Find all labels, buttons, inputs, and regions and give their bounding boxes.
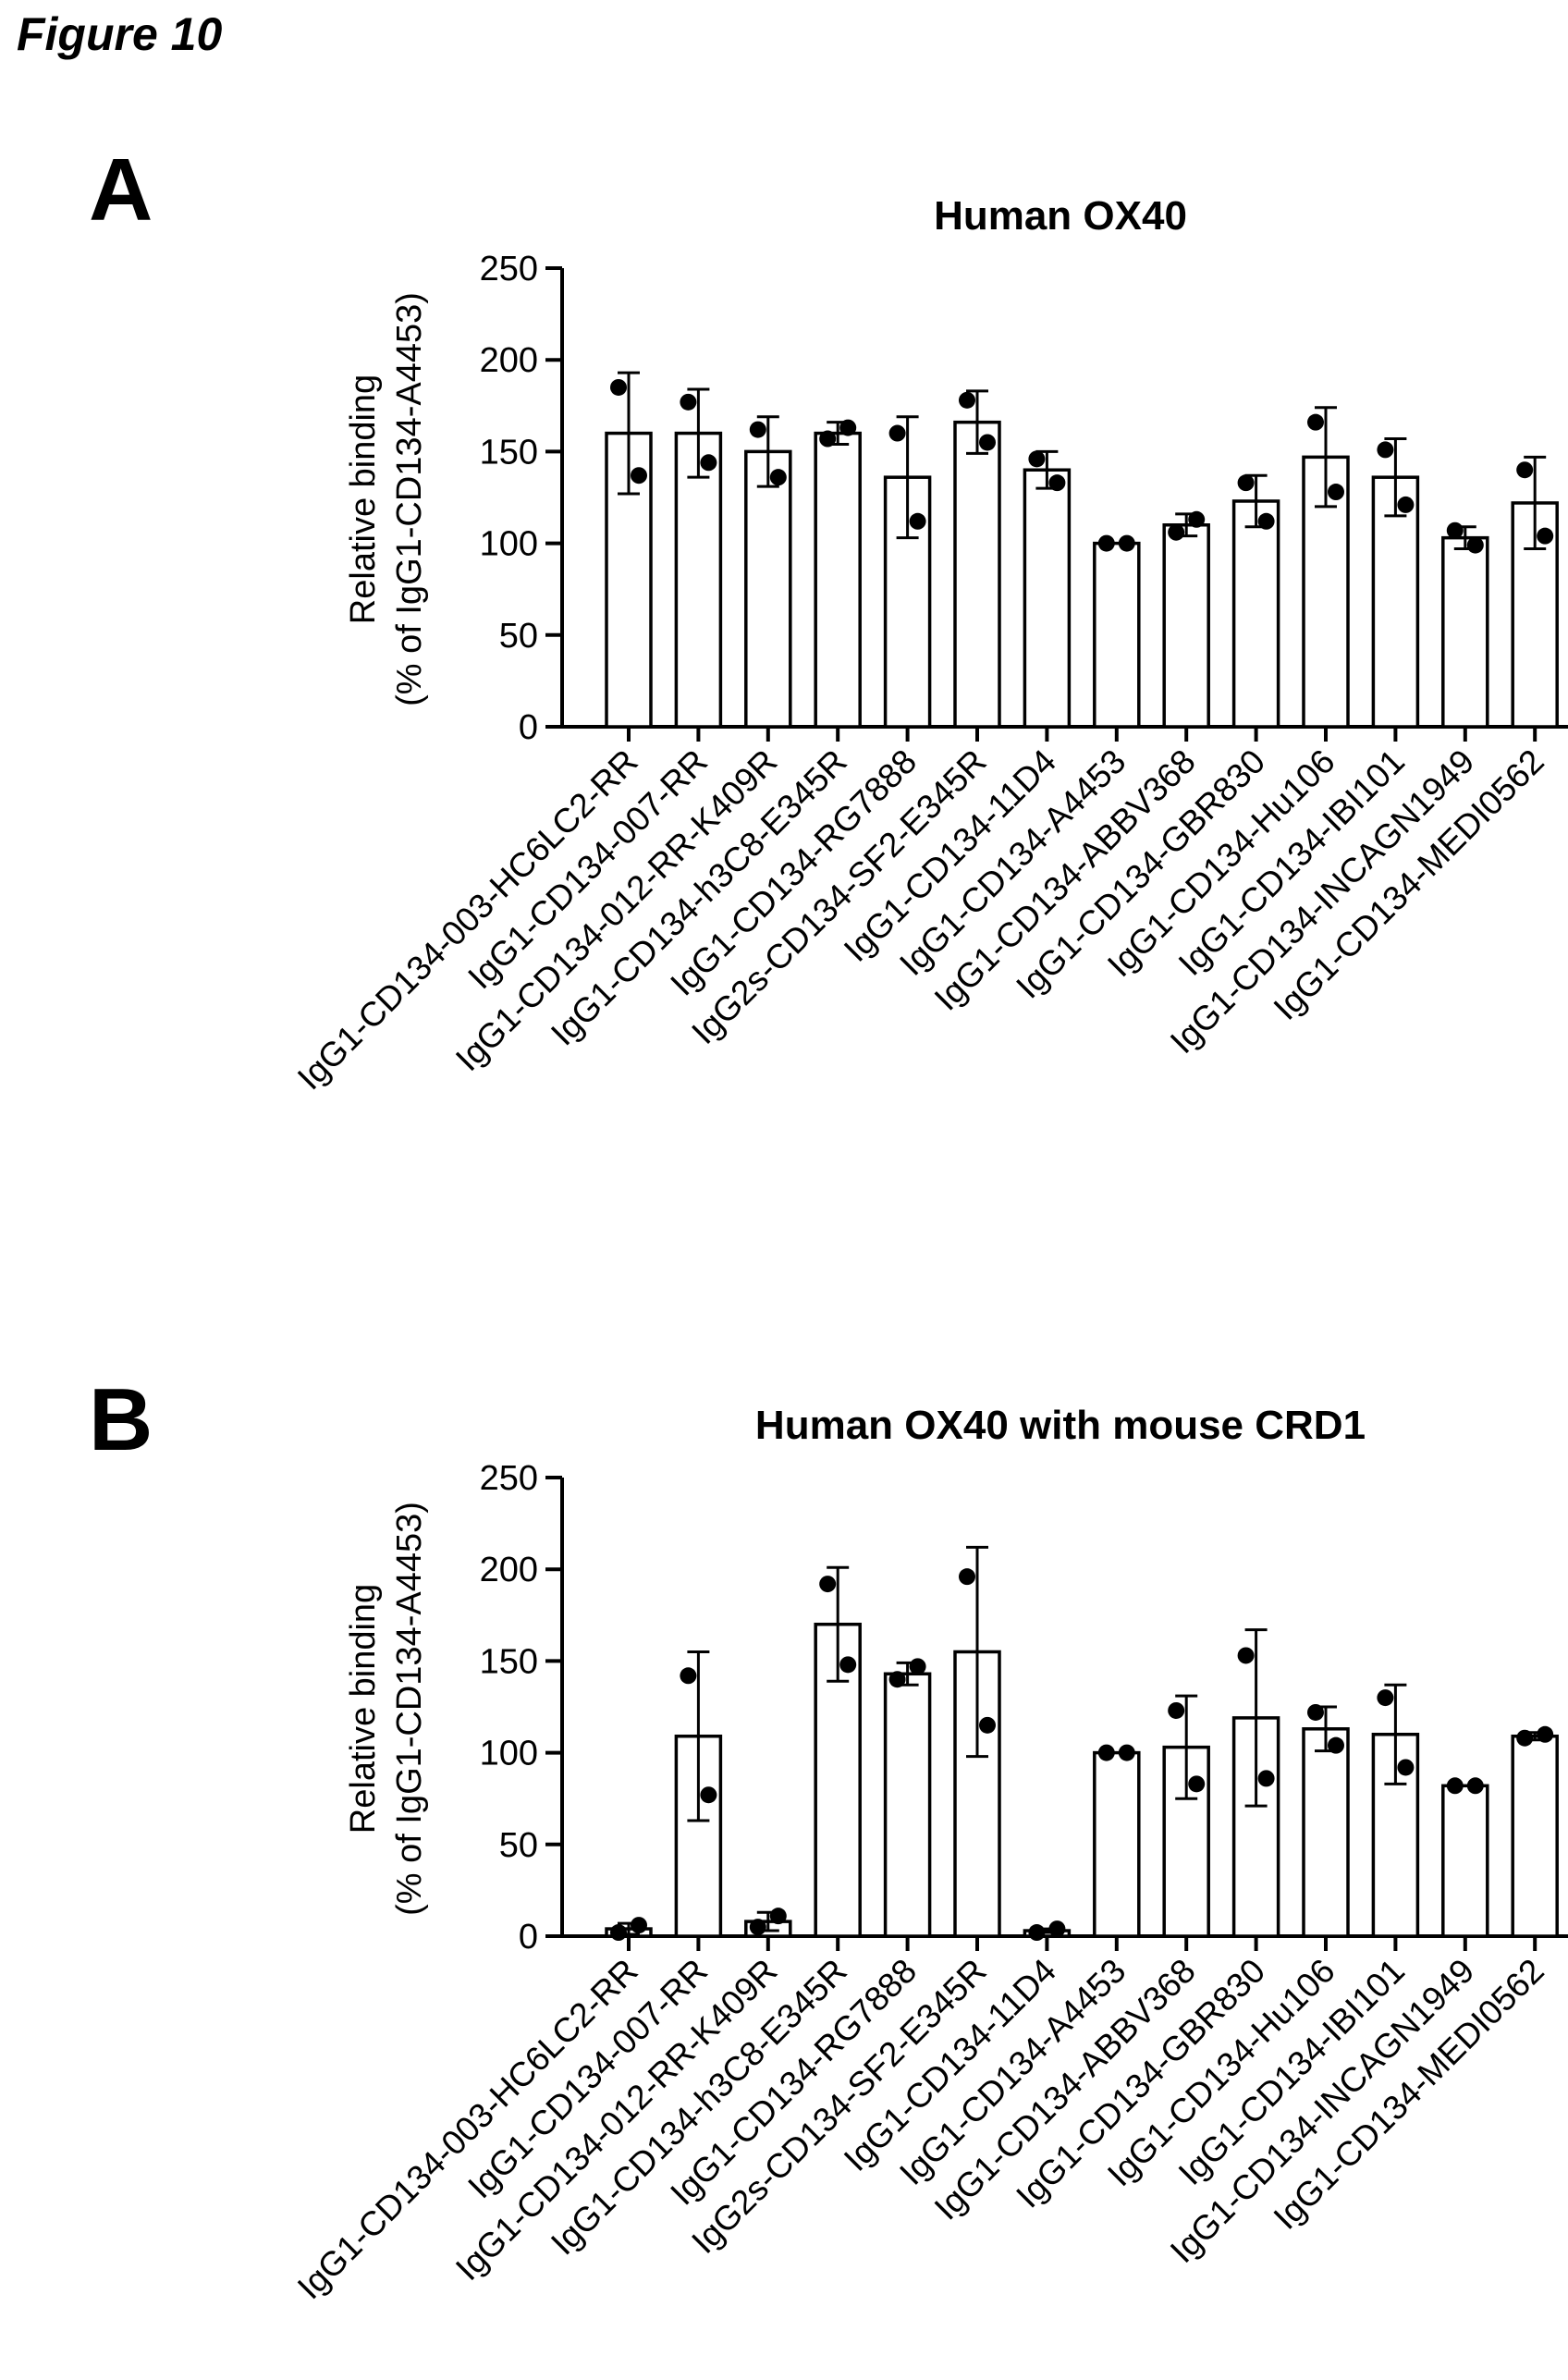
bar [744, 449, 792, 729]
data-point [1397, 1759, 1415, 1776]
bar [1093, 1750, 1141, 1938]
y-tick-label: 50 [499, 617, 538, 656]
data-point [959, 391, 975, 409]
chart-title: Human OX40 with mouse CRD1 [755, 1403, 1366, 1448]
data-point [1516, 1729, 1534, 1747]
data-point [1466, 1777, 1484, 1795]
bar [1441, 535, 1489, 729]
data-point [1048, 1920, 1066, 1938]
data-point [1446, 521, 1464, 539]
data-point [1466, 536, 1484, 554]
data-point [1328, 1736, 1344, 1754]
data-point [1028, 1924, 1046, 1942]
y-tick-label: 200 [480, 341, 538, 380]
data-point [1118, 534, 1135, 552]
data-point [1188, 1775, 1206, 1793]
data-point [909, 1658, 926, 1675]
bar [1093, 541, 1141, 729]
data-point [610, 378, 627, 396]
data-point [819, 430, 837, 448]
data-point [1397, 496, 1415, 513]
data-point [1188, 510, 1206, 528]
data-point [700, 1786, 717, 1804]
data-point [1516, 461, 1534, 479]
data-point [1257, 1770, 1275, 1787]
y-axis-title: Relative binding [344, 1584, 383, 1834]
bar [1302, 1727, 1350, 1938]
bar [1023, 468, 1072, 729]
panel-letter: B [89, 1370, 153, 1469]
data-point [839, 1656, 857, 1674]
data-point [819, 1576, 837, 1593]
data-point [1537, 527, 1554, 545]
data-point [1237, 1647, 1255, 1664]
data-point [1168, 523, 1185, 541]
data-point [1097, 534, 1115, 552]
bar [1231, 499, 1280, 729]
panel-letter: A [89, 141, 153, 239]
data-point [610, 1924, 627, 1942]
y-tick-label: 100 [480, 1735, 538, 1773]
y-tick-label: 150 [480, 433, 538, 472]
data-point [700, 454, 717, 472]
bar [814, 431, 862, 729]
data-point [839, 419, 857, 436]
bar [1511, 1734, 1559, 1938]
data-point [631, 1917, 647, 1934]
y-tick-label: 0 [519, 708, 538, 747]
data-point [631, 467, 647, 485]
figure-title: Figure 10 [17, 8, 223, 60]
data-point [888, 1671, 906, 1688]
data-point [979, 434, 996, 451]
data-point [1168, 1701, 1185, 1719]
y-tick-label: 50 [499, 1826, 538, 1865]
data-point [680, 1667, 697, 1685]
data-point [1028, 450, 1046, 468]
y-tick-label: 250 [480, 250, 538, 288]
y-tick-label: 150 [480, 1642, 538, 1681]
data-point [959, 1568, 975, 1586]
y-tick-label: 100 [480, 525, 538, 564]
bar [1441, 1784, 1489, 1938]
data-point [979, 1716, 996, 1734]
data-point [1257, 512, 1275, 530]
data-point [769, 1908, 787, 1925]
bar [883, 1672, 932, 1938]
data-point [1446, 1777, 1464, 1795]
bar [1162, 523, 1210, 729]
data-point [1307, 1703, 1324, 1721]
chart-panel-b: B Human OX40 with mouse CRD1 Relative bind… [89, 1370, 1568, 2306]
chart-title: Human OX40 [934, 193, 1187, 239]
y-tick-label: 0 [519, 1918, 538, 1957]
data-point [1097, 1744, 1115, 1761]
y-tick-label: 250 [480, 1459, 538, 1498]
bar [953, 420, 1001, 729]
y-axis-title: Relative binding [344, 374, 383, 624]
data-point [1307, 413, 1324, 431]
data-point [1537, 1725, 1554, 1743]
data-point [1377, 1689, 1394, 1707]
chart-panel-a: A Human OX40 Relative binding (% of IgG1-CD… [89, 141, 1568, 1097]
y-tick-label: 200 [480, 1551, 538, 1589]
data-point [888, 424, 906, 442]
data-point [1377, 441, 1394, 459]
y-axis-title-line2: (% of IgG1-CD134-A4453) [390, 292, 429, 706]
data-point [1048, 474, 1066, 492]
data-point [769, 469, 787, 486]
data-point [909, 512, 926, 530]
data-point [1237, 474, 1255, 492]
data-point [1118, 1744, 1135, 1761]
data-point [749, 421, 766, 438]
y-axis-title-line2: (% of IgG1-CD134-A4453) [390, 1502, 429, 1916]
bar [1371, 475, 1420, 729]
data-point [680, 393, 697, 411]
data-point [749, 1919, 766, 1936]
data-point [1328, 484, 1344, 501]
